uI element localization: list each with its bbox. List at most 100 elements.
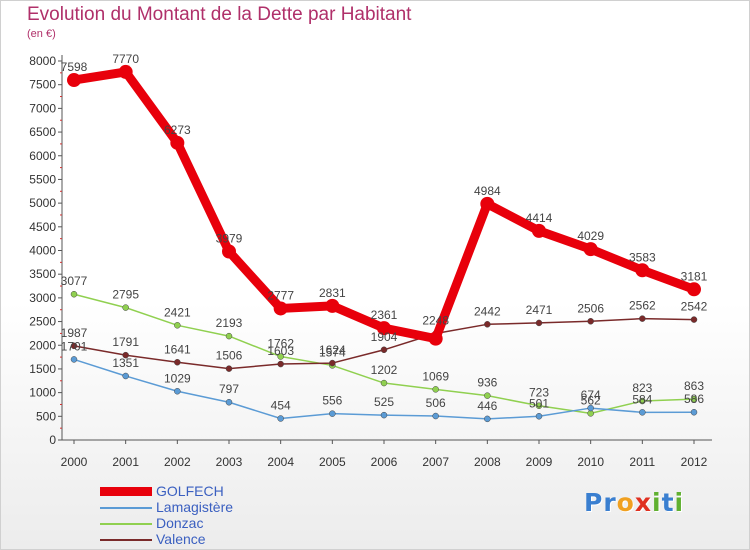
logo-letter: i [652,488,662,517]
data-label: 797 [219,382,239,396]
data-point [532,223,546,238]
data-label: 2795 [112,288,139,302]
data-label: 586 [684,392,704,406]
data-point [428,331,443,346]
data-point [222,244,236,259]
y-tick-label: 2000 [29,338,56,352]
legend-swatch [100,507,152,509]
data-point [635,263,650,278]
data-label: 584 [632,392,652,406]
data-point [122,304,129,311]
data-point [174,388,181,395]
series-line-golfech [69,67,699,344]
data-label: 1624 [319,343,346,357]
data-label: 1574 [319,345,346,359]
data-label: 936 [477,376,497,390]
data-point [380,379,388,387]
data-point [583,242,598,257]
data-label: 4984 [474,184,501,198]
data-label: 1506 [216,349,243,363]
data-label: 506 [426,396,446,410]
data-label: 1029 [164,371,191,385]
data-point [690,408,698,416]
data-point [484,415,491,423]
y-tick-label: 8000 [29,54,56,68]
data-label: 674 [581,388,601,402]
y-tick-label: 5500 [29,172,56,186]
legend-label: Donzac [156,515,204,531]
data-label: 7598 [61,60,88,74]
logo-letter: t [661,488,675,517]
y-tick-label: 3000 [29,291,56,305]
x-tick-label: 2006 [371,455,398,469]
data-label: 7770 [112,52,139,66]
logo-letter: o [616,488,635,517]
logo-letter: r [603,488,617,517]
y-tick-label: 500 [36,409,56,423]
data-point [687,282,701,297]
data-point [535,402,543,409]
data-point [377,321,391,336]
x-tick-label: 2007 [422,455,449,469]
legend-swatch [100,487,152,496]
y-tick-label: 7500 [29,78,56,92]
data-point [225,398,233,406]
data-point [273,301,288,316]
x-tick-label: 2008 [474,455,501,469]
legend-swatch [100,539,152,541]
data-point [535,413,543,420]
data-point [122,351,129,359]
data-label: 2542 [681,300,708,314]
y-tick-label: 1500 [29,362,56,376]
y-tick-label: 2500 [29,315,56,329]
data-point [225,365,233,372]
data-label: 2777 [267,288,294,302]
data-label: 556 [322,394,342,408]
logo-letter: x [634,488,652,517]
data-point [329,410,336,417]
data-label: 1791 [112,335,139,349]
data-point [170,135,185,150]
logo-letter: i [674,488,685,517]
data-point [432,386,439,393]
x-tick-label: 2012 [681,455,708,469]
x-tick-label: 2001 [112,455,139,469]
data-label: 3077 [61,274,88,288]
data-point [329,359,336,367]
data-label: 3583 [629,250,656,264]
data-label: 863 [684,379,704,393]
data-label: 2421 [164,305,191,319]
data-label: 1762 [267,337,294,351]
data-point [690,395,698,403]
data-label: 1987 [61,326,88,340]
data-point [484,392,491,399]
data-point [380,346,388,354]
data-label: 2471 [526,303,553,317]
data-label: 1701 [61,339,88,353]
data-point [277,360,284,368]
legend-swatch [100,523,152,525]
data-point [535,319,543,327]
chart-subtitle: (en €) [27,28,56,40]
data-label: 3979 [216,231,243,245]
data-label: 446 [477,399,497,413]
chart-title: Evolution du Montant de la Dette par Hab… [27,4,412,25]
legend-label: GOLFECH [156,483,224,499]
data-label: 1069 [422,369,449,383]
data-label: 2442 [474,304,501,318]
data-point [639,315,646,322]
data-label: 1603 [267,344,294,358]
data-point [587,318,594,325]
data-point [70,342,78,350]
data-label: 501 [529,396,549,410]
y-tick-label: 4000 [29,244,56,258]
x-tick-label: 2005 [319,455,346,469]
data-point [480,196,495,211]
data-point [484,321,491,328]
data-label: 2562 [629,299,656,313]
y-tick-label: 6500 [29,125,56,139]
data-label: 2506 [577,301,604,315]
legend-label: Lamagistère [156,499,234,515]
data-label: 2361 [371,308,398,322]
